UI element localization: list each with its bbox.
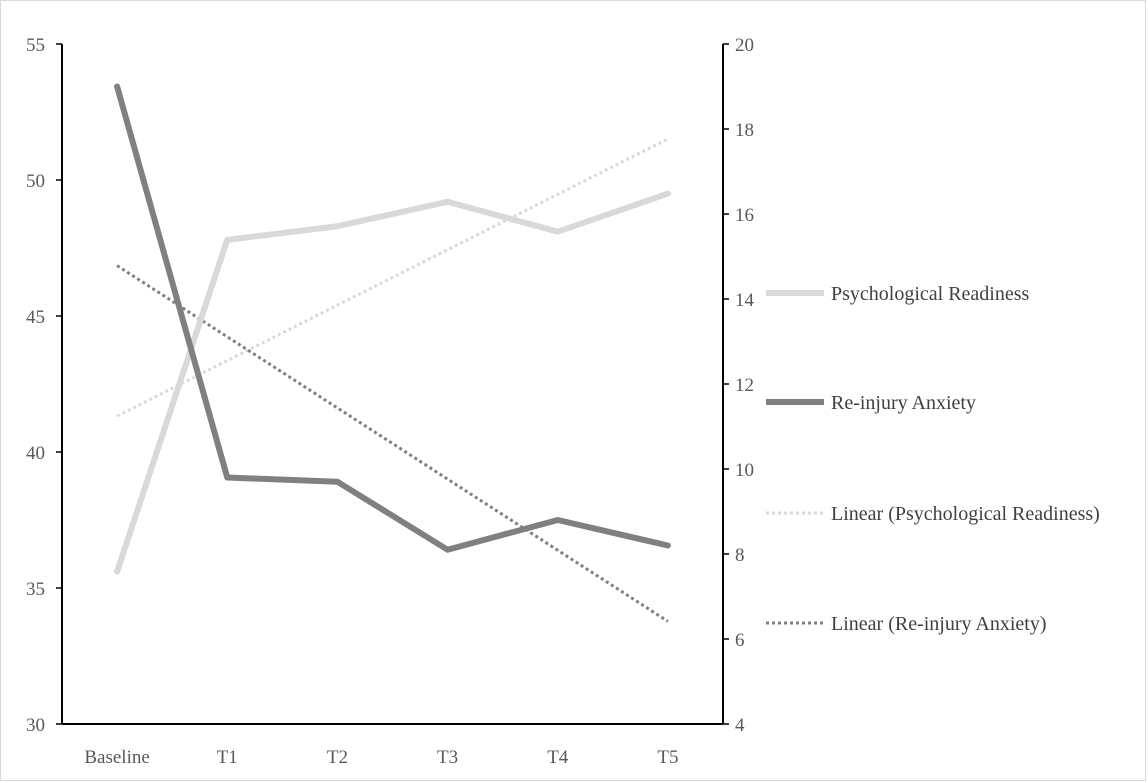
trendline-re-injury-anxiety <box>116 264 669 623</box>
right-tick-label: 10 <box>735 460 754 481</box>
left-tick-label: 55 <box>26 35 45 56</box>
series-line-psychological-readiness <box>114 190 671 575</box>
right-tick-label: 6 <box>735 630 745 651</box>
legend: Psychological Readiness Re-injury Anxiety… <box>766 283 1100 635</box>
left-tick-label: 30 <box>26 715 45 736</box>
x-tick-label: T4 <box>547 747 569 768</box>
x-tick-label: T1 <box>217 747 238 768</box>
trendline-psychological-readiness <box>116 137 669 418</box>
legend-label: Linear (Psychological Readiness) <box>831 503 1100 525</box>
right-tick-label: 20 <box>735 35 754 56</box>
legend-label: Psychological Readiness <box>831 283 1030 305</box>
series-layer <box>114 83 671 623</box>
right-tick-label: 12 <box>735 375 754 396</box>
right-tick-label: 14 <box>735 290 755 311</box>
legend-label: Linear (Re-injury Anxiety) <box>831 613 1047 635</box>
x-tick-label: Baseline <box>84 747 149 768</box>
right-tick-label: 4 <box>735 715 745 736</box>
left-tick-label: 35 <box>26 579 45 600</box>
x-tick-label: T2 <box>327 747 348 768</box>
right-tick-label: 16 <box>735 205 754 226</box>
right-tick-label: 8 <box>735 545 745 566</box>
right-tick-label: 18 <box>735 120 754 141</box>
x-tick-label: T3 <box>437 747 458 768</box>
axes-layer: 30 35 40 45 50 55 4 6 8 10 12 14 16 18 20 Baseline T1 T2 T… <box>26 35 755 768</box>
left-tick-label: 45 <box>26 307 45 328</box>
series-line-re-injury-anxiety <box>114 83 671 553</box>
x-tick-label: T5 <box>657 747 678 768</box>
left-tick-label: 50 <box>26 171 45 192</box>
legend-label: Re-injury Anxiety <box>831 392 976 414</box>
left-tick-label: 40 <box>26 443 45 464</box>
